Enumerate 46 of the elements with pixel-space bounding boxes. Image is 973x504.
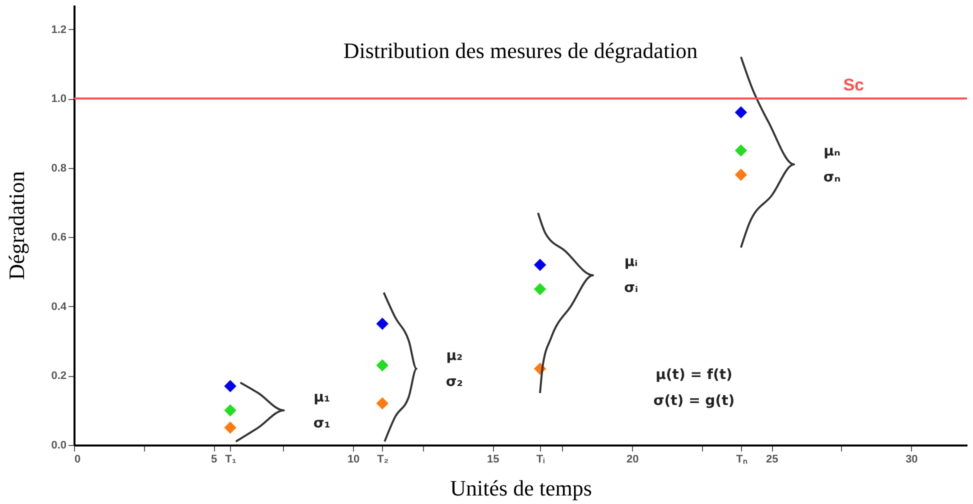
x-tick-label: 10 [347,454,360,466]
point [376,318,388,330]
x-tick-label: 15 [486,454,500,466]
y-tick-label: 0.2 [51,370,66,382]
line-series [740,56,795,249]
x-tick-label: Tₙ [736,454,748,466]
x-tick-label: Tᵢ [536,454,546,466]
annotation: μᵢ [624,254,638,270]
annotation: μₙ [824,143,840,160]
y-tick-label: 0.4 [51,300,68,313]
y-tick-label: 1.2 [51,24,66,36]
y-tick-label: 0.8 [51,162,66,174]
annotation: σ(t) = g(t) [653,393,735,409]
annotation: μ₁ [314,389,330,406]
annotation: μ₂ [446,348,463,364]
annotation: σ₂ [446,374,463,390]
x-axis-title: Unités de temps [450,476,592,500]
x-tick-label: 30 [906,454,918,466]
point [376,359,388,372]
x-tick-label: 0 [74,454,81,466]
point [376,397,388,410]
x-tick-label: 20 [626,454,639,466]
point [734,168,748,181]
line-series [234,382,285,443]
point [734,144,748,157]
annotation: σ₁ [313,415,330,432]
y-tick-label: 0.0 [51,440,66,452]
point [224,404,236,416]
line-series [382,292,418,443]
y-tick-label: 1.0 [51,93,66,106]
annotation: σᵢ [624,280,638,296]
x-tick-label: 25 [766,454,778,466]
point [224,422,236,434]
point [534,258,546,271]
point [734,106,748,119]
annotation: σₙ [823,169,841,186]
text: Distribution des mesures de dégradation [343,38,698,63]
x-tick-label: 5 [210,454,218,466]
y-axis-title: Dégradation [4,171,30,280]
y-tick-label: 0.6 [51,232,66,244]
point [534,282,546,296]
point [224,380,236,392]
x-tick-label: T₁ [225,454,237,466]
annotation: μ(t) = f(t) [656,367,732,383]
ref-line-label: Sc [843,76,864,95]
x-tick-label: T₂ [377,454,389,466]
